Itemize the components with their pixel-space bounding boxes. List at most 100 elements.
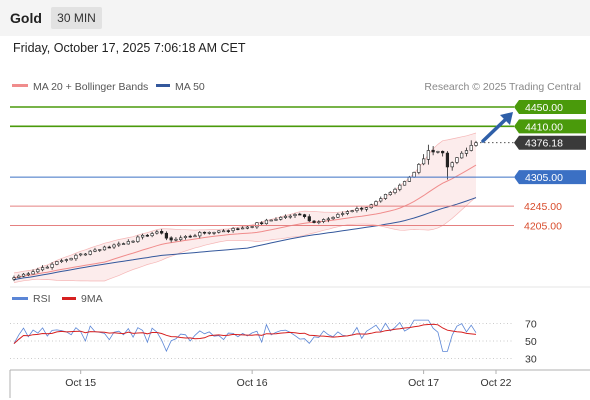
candle-body xyxy=(265,220,268,224)
candle-body xyxy=(456,158,459,163)
candle-body xyxy=(37,269,40,271)
last-level-label: 4376.18 xyxy=(525,138,563,150)
candle-body xyxy=(27,274,30,275)
candle-body xyxy=(94,250,97,251)
candle-body xyxy=(17,276,20,278)
candle-body xyxy=(398,185,401,189)
candle-body xyxy=(351,211,354,212)
candle-body xyxy=(284,216,287,217)
candle-body xyxy=(418,164,421,172)
candle-body xyxy=(246,227,249,228)
candle-body xyxy=(365,208,368,210)
candle-body xyxy=(232,228,235,230)
candle-body xyxy=(298,214,301,215)
candle-body xyxy=(460,153,463,158)
candle-body xyxy=(327,219,330,220)
candle-body xyxy=(165,233,168,238)
candle-body xyxy=(403,181,406,185)
candle-body xyxy=(32,272,35,274)
rsi-legend-label: RSI xyxy=(33,293,51,305)
candle-body xyxy=(408,177,411,181)
candle-body xyxy=(22,274,25,276)
candle-body xyxy=(203,232,206,233)
rsi-ma-legend-label: 9MA xyxy=(81,293,103,305)
candle-body xyxy=(379,199,382,201)
target-level-label: 4410.00 xyxy=(525,121,563,133)
x-axis: Oct 15 Oct 16 Oct 17 Oct 22 xyxy=(65,370,511,389)
candle-body xyxy=(79,254,82,255)
candle-body xyxy=(318,222,321,223)
x-tick-label: Oct 15 xyxy=(65,377,96,389)
candle xyxy=(418,163,421,174)
candle-body xyxy=(451,163,454,167)
candle-body xyxy=(170,238,173,240)
candle-body xyxy=(256,223,259,227)
candle-body xyxy=(413,172,416,177)
rsi-ma-legend-swatch xyxy=(62,297,76,300)
support-level-label: 4205.00 xyxy=(524,221,562,233)
rsi-legend-swatch xyxy=(12,297,28,300)
rsi-tick-label: 50 xyxy=(525,336,537,348)
candle-body xyxy=(41,268,44,270)
candle-body xyxy=(175,239,178,240)
x-tick-label: Oct 17 xyxy=(408,377,439,389)
x-tick-label: Oct 22 xyxy=(481,377,512,389)
candle-body xyxy=(198,232,201,236)
rsi-tick-label: 30 xyxy=(525,353,537,365)
candle-body xyxy=(194,236,197,237)
rsi-line xyxy=(14,320,476,351)
candle-body xyxy=(160,231,163,233)
price-plot xyxy=(13,133,478,283)
candle-body xyxy=(122,244,125,245)
candle-body xyxy=(260,223,263,224)
rsi-plot: 70 50 30 xyxy=(10,319,537,366)
candle-body xyxy=(441,151,444,153)
candle-body xyxy=(213,232,216,233)
candle-body xyxy=(222,231,225,232)
candle xyxy=(375,200,378,206)
candle-body xyxy=(60,261,63,262)
candle-body xyxy=(251,226,254,227)
candle-body xyxy=(56,261,59,264)
candle xyxy=(265,219,268,225)
candle-body xyxy=(375,201,378,205)
candle-body xyxy=(427,151,430,160)
candle-body xyxy=(84,254,87,255)
candle-body xyxy=(341,214,344,215)
candle-body xyxy=(51,264,54,267)
candle-body xyxy=(270,220,273,221)
candle-body xyxy=(151,234,154,236)
candle-body xyxy=(103,247,106,250)
candle-body xyxy=(313,221,316,223)
candle-body xyxy=(98,249,101,250)
candle-body xyxy=(437,151,440,152)
candle-body xyxy=(132,241,135,242)
candle-body xyxy=(303,215,306,217)
bollinger-band-fill xyxy=(14,133,476,283)
candle-body xyxy=(137,237,140,242)
candle-body xyxy=(394,189,397,192)
support-level-label: 4245.00 xyxy=(524,201,562,213)
candle-body xyxy=(346,212,349,214)
bollinger-legend-swatch xyxy=(12,84,28,87)
candle-body xyxy=(446,153,449,167)
candle-body xyxy=(189,236,192,237)
candle-body xyxy=(218,231,221,233)
candle-body xyxy=(337,214,340,217)
candle xyxy=(70,258,73,261)
candle-body xyxy=(179,238,182,240)
candle-body xyxy=(465,151,468,154)
candle xyxy=(403,181,406,186)
candle-body xyxy=(308,217,311,221)
candle-body xyxy=(184,236,187,237)
pivot-level-label: 4305.00 xyxy=(525,172,563,184)
candle-body xyxy=(294,214,297,215)
candle-body xyxy=(360,208,363,209)
candle-body xyxy=(422,159,425,164)
candle-body xyxy=(108,247,111,248)
candle-body xyxy=(275,219,278,220)
credit-text: Research © 2025 Trading Central xyxy=(424,81,581,93)
candle-body xyxy=(322,219,325,221)
bollinger-legend-label: MA 20 + Bollinger Bands xyxy=(33,81,148,93)
